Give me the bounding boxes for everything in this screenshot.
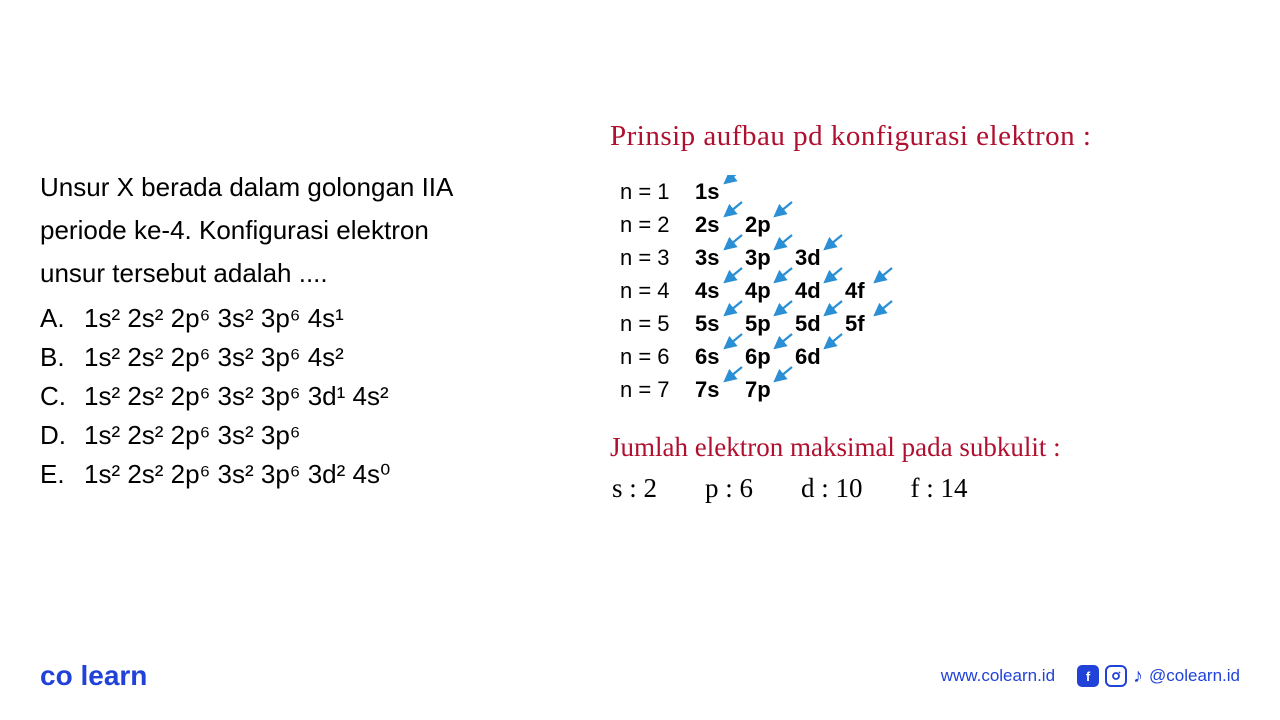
option-letter: C. [40, 377, 84, 416]
footer-right: www.colearn.id f ♪ @colearn.id [941, 665, 1240, 688]
aufbau-row: n = 33s3p3d [620, 241, 1250, 274]
logo-co: co [40, 660, 80, 691]
orbital-label: 4d [795, 274, 845, 307]
question-line-3: unsur tersebut adalah .... [40, 256, 600, 291]
aufbau-diagram: n = 11sn = 22s2pn = 33s3p3dn = 44s4p4d4f… [620, 175, 1250, 406]
n-label: n = 7 [620, 373, 695, 406]
aufbau-row: n = 11s [620, 175, 1250, 208]
orbital-label: 4s [695, 274, 745, 307]
orbital-label: 5f [845, 307, 895, 340]
option-config: 1s² 2s² 2p⁶ 3s² 3p⁶ 4s¹ [84, 299, 344, 338]
orbital-label: 5d [795, 307, 845, 340]
aufbau-row: n = 77s7p [620, 373, 1250, 406]
footer-url: www.colearn.id [941, 666, 1055, 686]
orbital-label: 5p [745, 307, 795, 340]
orbital-label: 1s [695, 175, 745, 208]
aufbau-title: Prinsip aufbau pd konfigurasi elektron : [610, 120, 1250, 153]
aufbau-row: n = 44s4p4d4f [620, 274, 1250, 307]
orbital-label: 2s [695, 208, 745, 241]
n-label: n = 3 [620, 241, 695, 274]
facebook-icon: f [1077, 665, 1099, 687]
footer: co learn www.colearn.id f ♪ @colearn.id [0, 660, 1280, 692]
logo-learn: learn [80, 660, 147, 691]
n-label: n = 5 [620, 307, 695, 340]
option-a: A. 1s² 2s² 2p⁶ 3s² 3p⁶ 4s¹ [40, 299, 600, 338]
orbital-label: 7s [695, 373, 745, 406]
option-d: D. 1s² 2s² 2p⁶ 3s² 3p⁶ [40, 416, 600, 455]
max-electrons-title: Jumlah elektron maksimal pada subkulit : [610, 432, 1250, 463]
option-letter: D. [40, 416, 84, 455]
orbital-label: 4f [845, 274, 895, 307]
subshell-s: s : 2 [612, 473, 657, 504]
aufbau-row: n = 22s2p [620, 208, 1250, 241]
options-list: A. 1s² 2s² 2p⁶ 3s² 3p⁶ 4s¹ B. 1s² 2s² 2p… [40, 299, 600, 494]
tiktok-icon: ♪ [1133, 665, 1143, 688]
question-line-1: Unsur X berada dalam golongan IIA [40, 170, 600, 205]
brand-logo: co learn [40, 660, 147, 692]
n-label: n = 2 [620, 208, 695, 241]
option-b: B. 1s² 2s² 2p⁶ 3s² 3p⁶ 4s² [40, 338, 600, 377]
option-letter: A. [40, 299, 84, 338]
orbital-label: 6d [795, 340, 845, 373]
aufbau-row: n = 55s5p5d5f [620, 307, 1250, 340]
option-config: 1s² 2s² 2p⁶ 3s² 3p⁶ 3d¹ 4s² [84, 377, 389, 416]
option-config: 1s² 2s² 2p⁶ 3s² 3p⁶ [84, 416, 301, 455]
social-handle: @colearn.id [1149, 666, 1240, 686]
option-config: 1s² 2s² 2p⁶ 3s² 3p⁶ 3d² 4s⁰ [84, 455, 390, 494]
orbital-label: 5s [695, 307, 745, 340]
orbital-label: 3d [795, 241, 845, 274]
orbital-label: 7p [745, 373, 795, 406]
orbital-label: 2p [745, 208, 795, 241]
orbital-label: 4p [745, 274, 795, 307]
n-label: n = 4 [620, 274, 695, 307]
subshell-p: p : 6 [705, 473, 753, 504]
question-line-2: periode ke-4. Konfigurasi elektron [40, 213, 600, 248]
n-label: n = 6 [620, 340, 695, 373]
subshell-d: d : 10 [801, 473, 863, 504]
option-letter: B. [40, 338, 84, 377]
orbital-label: 6p [745, 340, 795, 373]
orbital-label: 6s [695, 340, 745, 373]
n-label: n = 1 [620, 175, 695, 208]
explanation-panel: Prinsip aufbau pd konfigurasi elektron :… [610, 120, 1250, 504]
question-panel: Unsur X berada dalam golongan IIA period… [40, 170, 600, 494]
option-c: C. 1s² 2s² 2p⁶ 3s² 3p⁶ 3d¹ 4s² [40, 377, 600, 416]
option-letter: E. [40, 455, 84, 494]
instagram-icon [1105, 665, 1127, 687]
orbital-label: 3s [695, 241, 745, 274]
aufbau-row: n = 66s6p6d [620, 340, 1250, 373]
subshell-f: f : 14 [911, 473, 968, 504]
orbital-label: 3p [745, 241, 795, 274]
social-icons: f ♪ @colearn.id [1077, 665, 1240, 688]
option-e: E. 1s² 2s² 2p⁶ 3s² 3p⁶ 3d² 4s⁰ [40, 455, 600, 494]
max-electrons-list: s : 2 p : 6 d : 10 f : 14 [612, 473, 1250, 504]
option-config: 1s² 2s² 2p⁶ 3s² 3p⁶ 4s² [84, 338, 344, 377]
